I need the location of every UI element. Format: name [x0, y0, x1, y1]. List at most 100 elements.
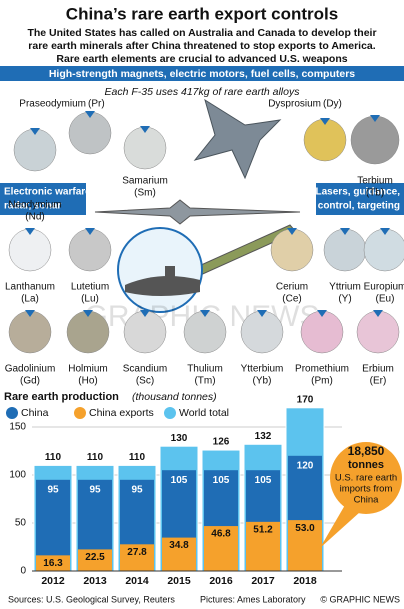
element-symbol: (Ce): [282, 294, 301, 305]
element-name: Thulium: [187, 364, 223, 375]
marker: [85, 228, 95, 235]
marker: [317, 310, 327, 317]
element-sample: [123, 126, 167, 170]
marker: [140, 310, 150, 317]
bar: [246, 521, 280, 571]
subtitle: rare earth minerals after China threaten…: [28, 40, 375, 52]
x-tick-label: 2017: [251, 575, 275, 587]
element-symbol: (Ho): [78, 376, 97, 387]
element-symbol: (Pm): [311, 376, 333, 387]
element-name: Gadolinium: [5, 364, 56, 375]
legend-swatch: [74, 407, 86, 419]
value-label: 95: [131, 484, 143, 495]
element-sample: [270, 228, 314, 272]
marker: [25, 228, 35, 235]
subtitle: Rare earth elements are crucial to advan…: [56, 53, 347, 65]
marker: [30, 128, 40, 135]
bar: [288, 520, 322, 571]
element-sample: [363, 228, 404, 272]
value-label: 95: [47, 484, 59, 495]
credit: © GRAPHIC NEWS: [320, 594, 400, 604]
callout-value: 18,850: [348, 444, 385, 458]
marker: [340, 228, 350, 235]
right-box-text: Lasers, guidance,: [316, 187, 401, 198]
value-label: 120: [297, 460, 314, 471]
element-sample: [303, 118, 347, 162]
chart-title: Rare earth production: [4, 391, 119, 403]
value-label: 95: [89, 484, 101, 495]
marker: [257, 310, 267, 317]
sources: Sources: U.S. Geological Survey, Reuters: [8, 594, 175, 604]
callout-text: U.S. rare earth: [335, 473, 397, 484]
x-tick-label: 2014: [125, 575, 149, 587]
callout-text: imports from: [340, 484, 393, 495]
element-symbol: (Tb): [366, 188, 384, 199]
element-symbol: (Pr): [88, 99, 105, 110]
value-label: 16.3: [43, 558, 63, 569]
legend-label: World total: [179, 407, 229, 419]
value-label: 130: [171, 433, 188, 444]
x-tick-label: 2015: [167, 575, 191, 587]
pictures: Pictures: Ames Laboratory: [200, 594, 306, 604]
illustrations: [94, 98, 301, 313]
element-name: Terbium: [357, 176, 393, 187]
marker: [373, 310, 383, 317]
element-sample: [13, 128, 57, 172]
element-sample: [123, 310, 167, 354]
element-sample: [300, 310, 344, 354]
element-symbol: (Yb): [253, 376, 272, 387]
marker: [200, 310, 210, 317]
element-name: Lanthanum: [5, 282, 55, 293]
right-box-text: control, targeting: [318, 201, 400, 212]
y-tick-label: 100: [9, 470, 26, 481]
callout-unit: tonnes: [348, 459, 384, 471]
value-label: 105: [213, 475, 230, 486]
element-name: Holmium: [68, 364, 107, 375]
value-label: 53.0: [295, 523, 315, 534]
value-label: 110: [129, 452, 146, 463]
value-label: 34.8: [169, 540, 189, 551]
element-symbol: (Er): [370, 376, 387, 387]
element-sample: [68, 111, 112, 155]
marker: [83, 310, 93, 317]
value-label: 132: [255, 431, 272, 442]
element-sample: [8, 310, 52, 354]
value-label: 105: [171, 475, 188, 486]
value-label: 22.5: [85, 552, 105, 563]
element-name: Praseodymium: [19, 99, 86, 110]
bar: [36, 555, 70, 571]
x-tick-label: 2013: [83, 575, 107, 587]
marker: [140, 126, 150, 133]
element-name: Dysprosium: [268, 99, 321, 110]
element-symbol: (Dy): [323, 99, 342, 110]
marker: [85, 111, 95, 118]
marker: [287, 228, 297, 235]
value-label: 110: [87, 452, 104, 463]
legend-label: China exports: [89, 407, 154, 419]
element-sample: [8, 228, 52, 272]
legend-swatch: [164, 407, 176, 419]
element-name: Scandium: [123, 364, 167, 375]
element-sample: [66, 310, 110, 354]
element-sample: [356, 310, 400, 354]
element-name: Lutetium: [71, 282, 109, 293]
legend-swatch: [6, 407, 18, 419]
callout-text: China: [354, 495, 380, 506]
marker: [380, 228, 390, 235]
value-label: 51.2: [253, 524, 273, 535]
marker: [320, 118, 330, 125]
bar: [162, 537, 196, 571]
value-label: 105: [255, 475, 272, 486]
subtitle: The United States has called on Australi…: [27, 27, 376, 39]
element-sample: [350, 115, 400, 165]
element-name: Cerium: [276, 282, 308, 293]
element-symbol: (Eu): [376, 294, 395, 305]
x-tick-label: 2012: [41, 575, 65, 587]
value-label: 46.8: [211, 529, 231, 540]
value-label: 110: [45, 452, 62, 463]
element-sample: [240, 310, 284, 354]
element-name: Samarium: [122, 176, 168, 187]
element-sample: [68, 228, 112, 272]
bar: [78, 549, 112, 571]
